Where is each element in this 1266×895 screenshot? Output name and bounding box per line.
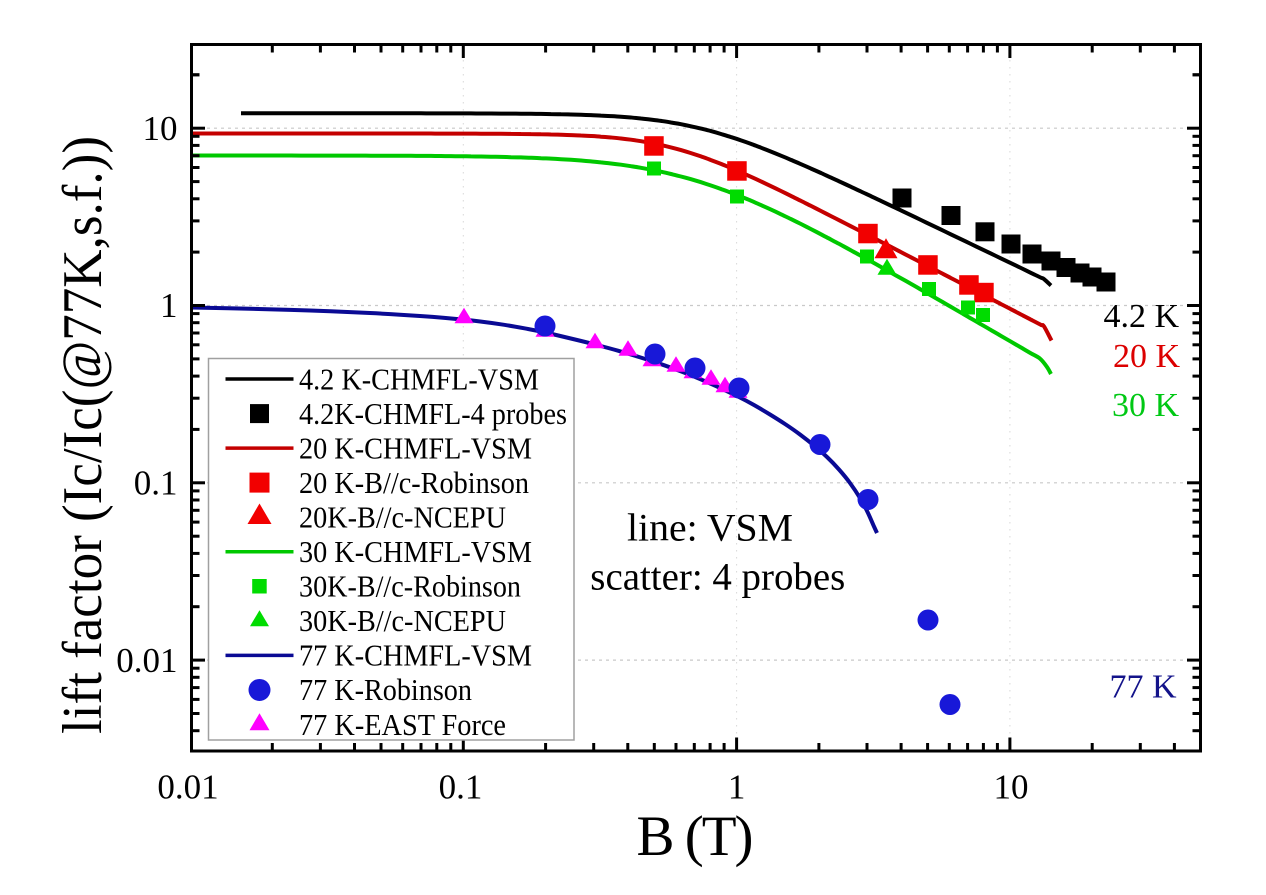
svg-text:10: 10 <box>994 768 1029 807</box>
svg-text:77 K-Robinson: 77 K-Robinson <box>299 672 472 707</box>
svg-text:0.01: 0.01 <box>157 768 218 807</box>
svg-text:B (T): B (T) <box>637 805 754 868</box>
svg-text:20 K: 20 K <box>1113 338 1181 375</box>
svg-text:30K-B//c-Robinson: 30K-B//c-Robinson <box>299 569 521 604</box>
svg-text:1: 1 <box>160 286 178 325</box>
svg-text:20 K-CHMFL-VSM: 20 K-CHMFL-VSM <box>299 430 532 465</box>
svg-text:lift factor (Ic/Ic(@77K,s.f.)): lift factor (Ic/Ic(@77K,s.f.)) <box>52 136 114 734</box>
svg-text:30 K: 30 K <box>1112 387 1180 424</box>
svg-text:0.01: 0.01 <box>116 641 177 680</box>
svg-text:line: VSM: line: VSM <box>627 507 793 550</box>
svg-text:10: 10 <box>143 109 178 148</box>
svg-text:4.2 K-CHMFL-VSM: 4.2 K-CHMFL-VSM <box>299 361 539 396</box>
svg-text:4.2 K: 4.2 K <box>1103 298 1179 335</box>
svg-text:0.1: 0.1 <box>439 768 483 807</box>
svg-text:4.2K-CHMFL-4 probes: 4.2K-CHMFL-4 probes <box>299 396 567 431</box>
svg-text:scatter: 4 probes: scatter: 4 probes <box>590 556 845 599</box>
svg-text:77 K-CHMFL-VSM: 77 K-CHMFL-VSM <box>299 638 532 673</box>
svg-text:77 K: 77 K <box>1109 668 1177 705</box>
svg-text:30K-B//c-NCEPU: 30K-B//c-NCEPU <box>299 603 506 638</box>
svg-text:30 K-CHMFL-VSM: 30 K-CHMFL-VSM <box>299 534 532 569</box>
svg-text:20 K-B//c-Robinson: 20 K-B//c-Robinson <box>299 465 529 500</box>
svg-text:0.1: 0.1 <box>134 464 178 503</box>
svg-text:20K-B//c-NCEPU: 20K-B//c-NCEPU <box>299 500 506 535</box>
svg-text:1: 1 <box>728 768 746 807</box>
svg-text:77 K-EAST Force: 77 K-EAST Force <box>299 707 506 742</box>
